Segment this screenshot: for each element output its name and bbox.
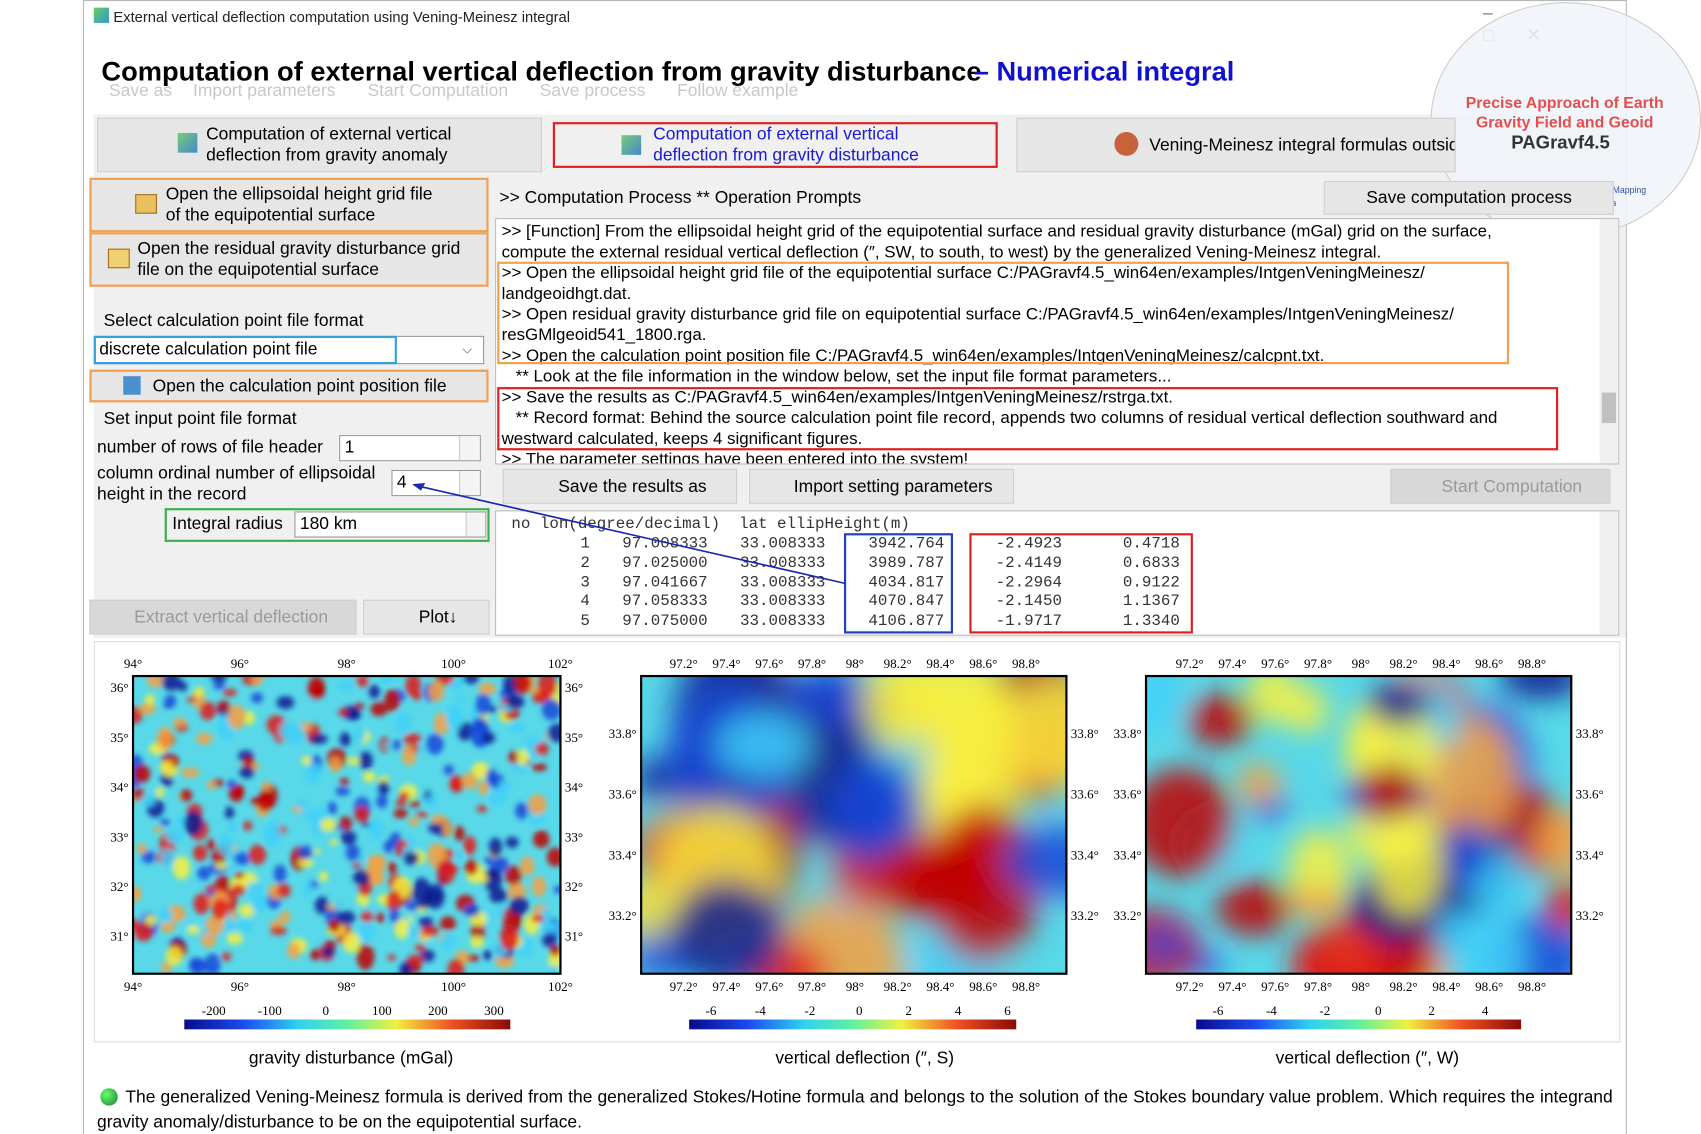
file-icon: [107, 248, 130, 269]
spin-button: [465, 512, 486, 537]
table-cell: -2.1450: [995, 593, 1063, 612]
table-cell: 33.008333: [740, 574, 826, 592]
tab[interactable]: Computation of external vertical deflect…: [97, 117, 542, 173]
select-highlight: [93, 335, 397, 365]
table-cell: -2.2964: [995, 574, 1063, 592]
table-cell: -2.4923: [995, 535, 1063, 553]
table-cell: 97.058333: [622, 593, 708, 612]
highlight-blue: [843, 533, 954, 634]
action-button[interactable]: Import setting parameters: [749, 468, 1015, 504]
page-title: Computation of external vertical deflect…: [101, 56, 982, 88]
disabled-button[interactable]: Start Computation: [1390, 468, 1611, 504]
info-icon: [100, 1088, 118, 1106]
table-cell: 33.008333: [740, 535, 826, 553]
disabled-button[interactable]: Extract vertical deflection: [89, 599, 357, 635]
scrollbar: [1599, 511, 1619, 635]
log-text: >> [Function] From the ellipsoidal heigh…: [496, 219, 1598, 463]
toolbar-button[interactable]: Follow example: [677, 81, 799, 101]
log-line: >> [Function] From the ellipsoidal heigh…: [501, 222, 1492, 241]
label: column ordinal number of ellipsoidal hei…: [97, 464, 376, 504]
log-line: >> Open the calculation point position f…: [501, 346, 1325, 366]
scrollbar: [1599, 219, 1619, 464]
logo-title: Precise Approach of Earth Gravity Field …: [1465, 94, 1664, 132]
page-subtitle: – Numerical integral: [973, 56, 1235, 88]
toolbar-button[interactable]: Save as: [109, 81, 173, 101]
app-icon: [93, 7, 110, 23]
table-cell: 3: [580, 574, 590, 592]
highlight-red: [497, 387, 1559, 451]
process-header: >> Computation Process ** Operation Prom…: [499, 188, 862, 208]
tab-icon: [621, 135, 642, 155]
table-cell: 0.9122: [1122, 574, 1180, 592]
toolbar-button[interactable]: Save process: [539, 81, 646, 101]
action-button[interactable]: Save the results as: [502, 468, 738, 504]
log-line: landgeoidhgt.dat.: [501, 284, 632, 304]
table-cell: 3989.787: [868, 554, 945, 573]
select-arrow: ⌵: [462, 341, 473, 357]
log-line: >> Save the results as C:/PAGravf4.5_win…: [501, 388, 1173, 407]
label: Integral radius: [172, 514, 283, 534]
table-cell: 1.3340: [1122, 613, 1180, 631]
highlight-red: [969, 533, 1193, 634]
table-cell: 33.008333: [740, 593, 826, 612]
tab-icon: [1114, 131, 1139, 156]
log-box: [495, 218, 1620, 465]
table-cell: 3942.764: [868, 535, 945, 553]
log-line: westward calculated, keeps 4 significant…: [501, 429, 863, 449]
log-line: >> The parameter settings have been ente…: [501, 450, 969, 464]
footer-note: The generalized Vening-Meinesz formula i…: [97, 1088, 1613, 1132]
spin-button: [459, 436, 479, 461]
toolbar-button[interactable]: Start Computation: [367, 81, 509, 101]
window-title: External vertical deflection computation…: [113, 8, 570, 26]
table-cell: 5: [580, 613, 590, 631]
log-line: compute the external residual vertical d…: [501, 243, 1382, 262]
spin-button: [459, 471, 479, 496]
table-cell: 0.6833: [1122, 554, 1180, 573]
log-line: ** Look at the file information in the w…: [501, 367, 1172, 387]
toolbar-button[interactable]: Import parameters: [193, 81, 336, 101]
table-cell: 4034.817: [868, 574, 945, 592]
logo-version: PAGravf4.5: [1511, 131, 1610, 153]
table-cell: 33.008333: [740, 554, 826, 573]
table-cell: 97.025000: [622, 554, 708, 573]
save-process-button[interactable]: Save computation process: [1323, 181, 1614, 215]
file-icon: [135, 194, 158, 214]
table-cell: 0.4718: [1122, 535, 1180, 553]
table-cell: -1.9717: [995, 613, 1063, 631]
log-line: >> Open the ellipsoidal height grid file…: [501, 263, 1425, 283]
log-line: ** Record format: Behind the source calc…: [501, 408, 1498, 428]
log-line: >> Open residual gravity disturbance gri…: [501, 305, 1454, 324]
open-button[interactable]: Open the residual gravity disturbance gr…: [89, 232, 489, 287]
table-cell: 97.008333: [622, 535, 708, 553]
scroll-thumb: [1601, 392, 1616, 424]
table-cell: 4070.847: [868, 593, 945, 612]
label: Select calculation point file format: [103, 311, 364, 331]
plot-button[interactable]: Plot↓: [363, 599, 490, 635]
open-button[interactable]: Open the calculation point position file: [89, 369, 489, 403]
tab[interactable]: Vening-Meinesz integral formulas outside…: [1016, 117, 1456, 173]
log-line: resGMlgeoid541_1800.rga.: [501, 326, 707, 345]
number-input[interactable]: 180 km: [294, 511, 487, 538]
table-cell: 97.041667: [622, 574, 708, 592]
table-cell: 97.075000: [622, 613, 708, 631]
maps-panel: [93, 641, 1621, 1043]
tab-active[interactable]: Computation of external vertical deflect…: [552, 122, 998, 168]
table-cell: 4106.877: [868, 613, 945, 631]
tab-icon: [177, 133, 198, 153]
table-cell: 1: [580, 535, 590, 553]
number-input[interactable]: 1: [339, 435, 481, 462]
table-cell: 1.1367: [1122, 593, 1180, 612]
table-cell: -2.4149: [995, 554, 1063, 573]
select-box[interactable]: discrete calculation point file: [93, 335, 485, 365]
table-cell: 4: [580, 593, 590, 612]
file-icon: [123, 376, 141, 395]
table-cell: 33.008333: [740, 613, 826, 631]
label: number of rows of file header: [97, 438, 323, 457]
table-cell: 2: [580, 554, 590, 573]
highlight-orange: [497, 261, 1510, 365]
label: Set input point file format: [103, 409, 297, 429]
